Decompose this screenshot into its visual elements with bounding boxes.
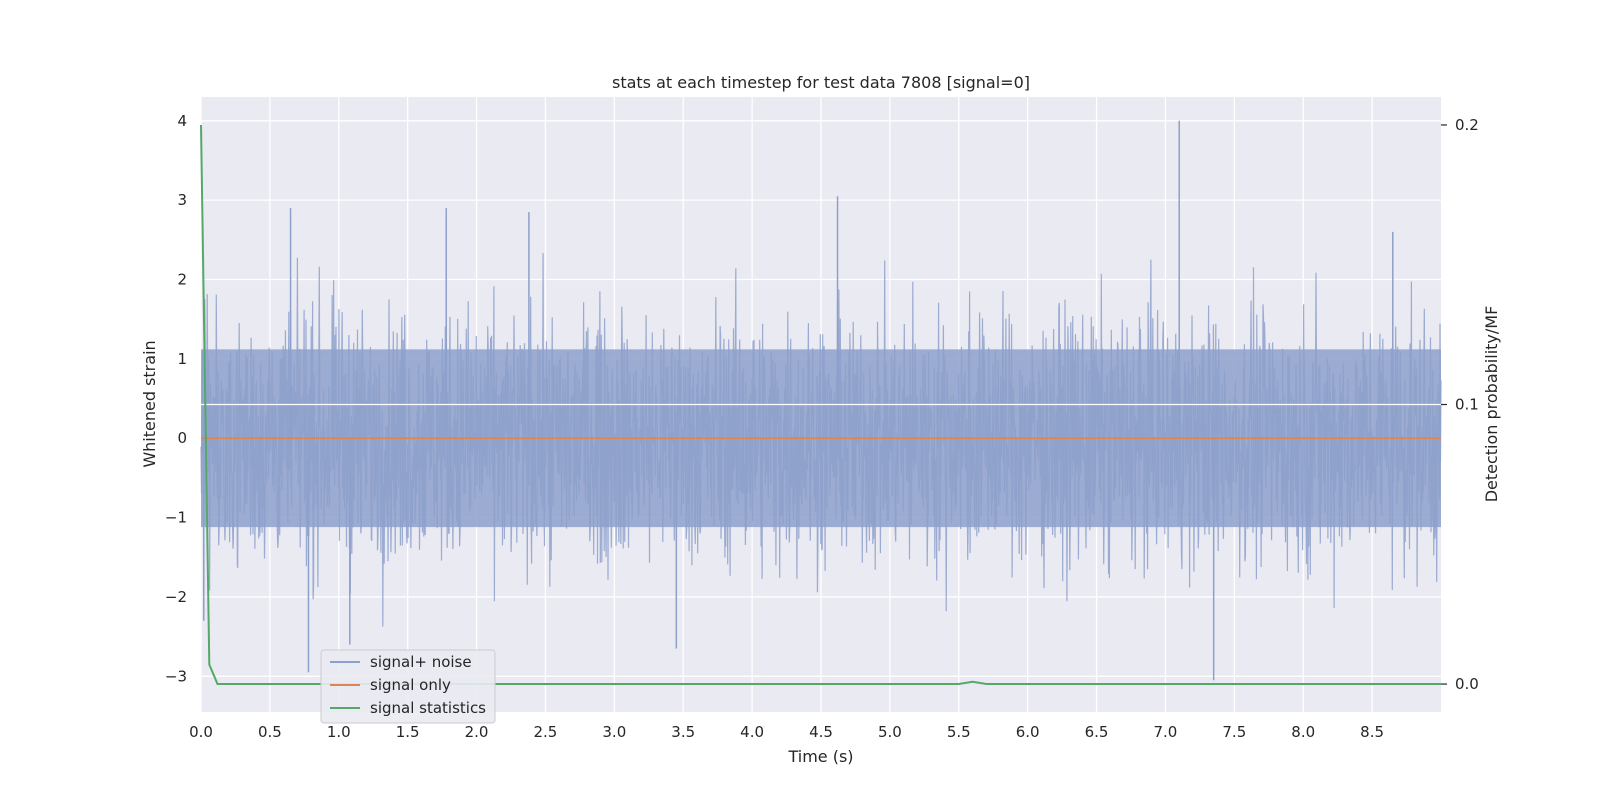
- x-tick-label: 8.5: [1360, 723, 1384, 741]
- y-tick-label: 1: [177, 350, 187, 368]
- x-tick-label: 7.5: [1222, 723, 1246, 741]
- x-tick-label: 0.5: [258, 723, 282, 741]
- series-signal-statistics: [200, 124, 1441, 685]
- x-tick-label: 3.5: [671, 723, 695, 741]
- x-tick-label: 5.5: [947, 723, 971, 741]
- signal-statistics-line: [200, 124, 1441, 685]
- y-tick-label: 2: [177, 271, 187, 289]
- legend-label-signal-only: signal only: [370, 676, 451, 694]
- y-tick-label: 4: [177, 112, 187, 130]
- x-tick-labels: 0.0 0.5 1.0 1.5 2.0 2.5 3.0 3.5 4.0 4.5 5.0 5.5 6.0 6…: [189, 723, 1384, 741]
- y-tick-labels: −3 −2 −1 0 1 2 3 4: [165, 112, 187, 685]
- y2-tick-label: 0.2: [1455, 116, 1479, 134]
- y-tick-label: −3: [165, 667, 187, 685]
- x-tick-label: 4.0: [740, 723, 764, 741]
- x-tick-label: 2.0: [465, 723, 489, 741]
- x-tick-label: 2.5: [534, 723, 558, 741]
- x-tick-label: 1.0: [327, 723, 351, 741]
- legend-box: [320, 649, 496, 724]
- y2-tick-labels: 0.0 0.1 0.2: [1441, 116, 1479, 693]
- y-tick-label: 0: [177, 429, 187, 447]
- x-tick-label: 0.0: [189, 723, 213, 741]
- x-tick-label: 5.0: [878, 723, 902, 741]
- x-tick-label: 7.0: [1154, 723, 1178, 741]
- legend-label-signal-statistics: signal statistics: [370, 699, 486, 717]
- y-tick-label: −2: [165, 588, 187, 606]
- y2-tick-label: 0.1: [1455, 396, 1479, 414]
- chart-title: stats at each timestep for test data 780…: [612, 73, 1030, 92]
- x-tick-label: 3.0: [602, 723, 626, 741]
- legend: signal+ noise signal only signal statist…: [320, 649, 496, 724]
- y2-tick-label: 0.0: [1455, 675, 1479, 693]
- legend-label-signal-plus-noise: signal+ noise: [370, 653, 472, 671]
- y-axis-label: Whitened strain: [140, 340, 159, 467]
- y2-axis-label: Detection probability/MF: [1482, 306, 1501, 503]
- x-tick-label: 6.5: [1085, 723, 1109, 741]
- x-tick-label: 1.5: [396, 723, 420, 741]
- x-axis-label: Time (s): [787, 747, 853, 766]
- x-tick-label: 8.0: [1291, 723, 1315, 741]
- x-tick-label: 6.0: [1016, 723, 1040, 741]
- y-tick-label: −1: [165, 509, 187, 527]
- y-tick-label: 3: [177, 191, 187, 209]
- x-tick-label: 4.5: [809, 723, 833, 741]
